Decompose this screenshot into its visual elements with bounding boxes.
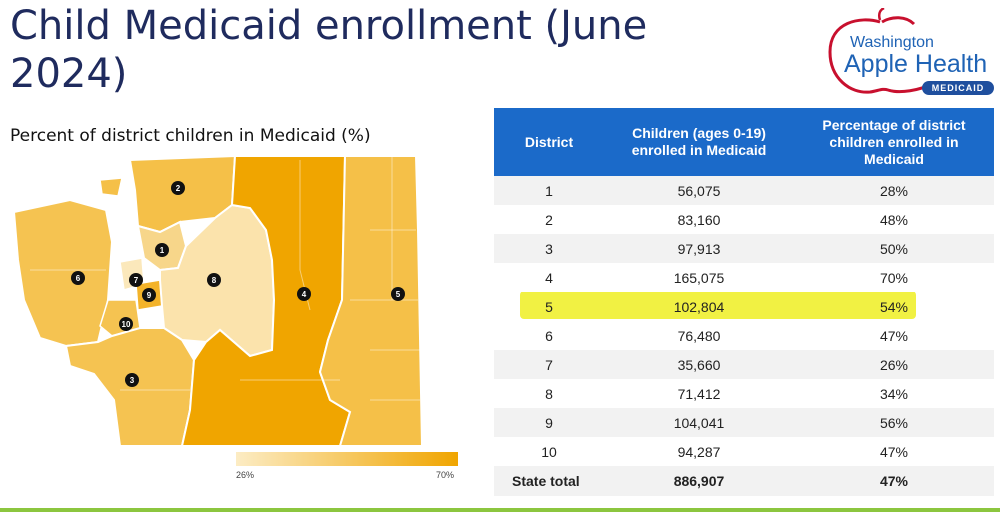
svg-text:8: 8 [212, 276, 217, 285]
cell-district: 2 [494, 205, 604, 234]
total-pct: 47% [794, 466, 994, 496]
map-label-3: 3 [125, 373, 139, 387]
cell-children: 76,480 [604, 321, 794, 350]
cell-pct: 70% [794, 263, 994, 292]
cell-district: 5 [545, 298, 553, 315]
map-title: Percent of district children in Medicaid… [10, 126, 371, 146]
cell-district: 6 [494, 321, 604, 350]
apple-icon [828, 6, 933, 94]
cell-children: 83,160 [604, 205, 794, 234]
table-row: 9 104,041 56% [494, 408, 994, 437]
table-row: 4 165,075 70% [494, 263, 994, 292]
map-label-5: 5 [391, 287, 405, 301]
logo-washington: Washington [850, 34, 934, 51]
map-label-2: 2 [171, 181, 185, 195]
cell-district: 3 [494, 234, 604, 263]
total-label: State total [494, 466, 604, 496]
district-map: 2 1 6 7 9 8 4 5 10 3 [12, 154, 424, 447]
table-row: 2 83,160 48% [494, 205, 994, 234]
svg-text:2: 2 [176, 184, 181, 193]
washington-apple-health-logo: Washington Apple Health MEDICAID [820, 6, 998, 100]
svg-text:4: 4 [302, 290, 307, 299]
map-district-6[interactable] [12, 198, 114, 348]
cell-district: 4 [494, 263, 604, 292]
table-row: 1 56,075 28% [494, 176, 994, 205]
cell-district: 9 [494, 408, 604, 437]
enrollment-table: District Children (ages 0-19) enrolled i… [494, 108, 994, 496]
table-row: 8 71,412 34% [494, 379, 994, 408]
map-district-3[interactable] [64, 327, 196, 447]
table-header-row: District Children (ages 0-19) enrolled i… [494, 108, 994, 176]
map-district-5[interactable] [318, 155, 424, 447]
highlight-band [520, 291, 916, 319]
cell-pct: 28% [794, 176, 994, 205]
cell-children: 94,287 [604, 437, 794, 466]
cell-children: 104,041 [604, 408, 794, 437]
legend-min-label: 26% [236, 470, 255, 480]
svg-text:3: 3 [130, 376, 135, 385]
cell-pct: 48% [794, 205, 994, 234]
cell-district: 1 [494, 176, 604, 205]
cell-children: 35,660 [604, 350, 794, 379]
map-island [99, 177, 123, 197]
table-row: 6 76,480 47% [494, 321, 994, 350]
svg-text:1: 1 [160, 246, 165, 255]
svg-text:7: 7 [134, 276, 139, 285]
svg-text:10: 10 [122, 320, 131, 329]
svg-text:5: 5 [396, 290, 401, 299]
map-label-1: 1 [155, 243, 169, 257]
table-row: 10 94,287 47% [494, 437, 994, 466]
map-label-9: 9 [142, 288, 156, 302]
cell-children: 97,913 [604, 234, 794, 263]
header-children: Children (ages 0-19) enrolled in Medicai… [604, 108, 794, 176]
legend-gradient [236, 452, 458, 466]
cell-pct: 26% [794, 350, 994, 379]
cell-district: 10 [494, 437, 604, 466]
cell-children: 165,075 [604, 263, 794, 292]
cell-district: 8 [494, 379, 604, 408]
county-lines [30, 156, 420, 401]
total-children: 886,907 [604, 466, 794, 496]
cell-children: 71,412 [604, 379, 794, 408]
footer-rule [0, 508, 1000, 512]
cell-pct: 56% [794, 408, 994, 437]
table-row: 3 97,913 50% [494, 234, 994, 263]
logo-medicaid-badge: MEDICAID [922, 81, 994, 95]
table-row-highlighted: 5 102,804 54% [494, 292, 994, 321]
cell-pct: 47% [794, 437, 994, 466]
logo-apple-health: Apple Health [844, 50, 988, 78]
cell-pct: 50% [794, 234, 994, 263]
header-percentage: Percentage of district children enrolled… [794, 108, 994, 176]
cell-pct: 54% [879, 298, 909, 315]
cell-pct: 47% [794, 321, 994, 350]
legend-max-label: 70% [436, 470, 455, 480]
map-label-7: 7 [129, 273, 143, 287]
svg-text:6: 6 [76, 274, 81, 283]
cell-pct: 34% [794, 379, 994, 408]
header-district: District [494, 108, 604, 176]
cell-children: 102,804 [673, 298, 725, 315]
table-row: 7 35,660 26% [494, 350, 994, 379]
table-total-row: State total 886,907 47% [494, 466, 994, 496]
svg-text:9: 9 [147, 291, 152, 300]
page-title: Child Medicaid enrollment (June 2024) [10, 3, 648, 97]
map-label-6: 6 [71, 271, 85, 285]
map-label-10: 10 [119, 317, 133, 331]
cell-district: 7 [494, 350, 604, 379]
map-label-8: 8 [207, 273, 221, 287]
map-label-4: 4 [297, 287, 311, 301]
cell-children: 56,075 [604, 176, 794, 205]
